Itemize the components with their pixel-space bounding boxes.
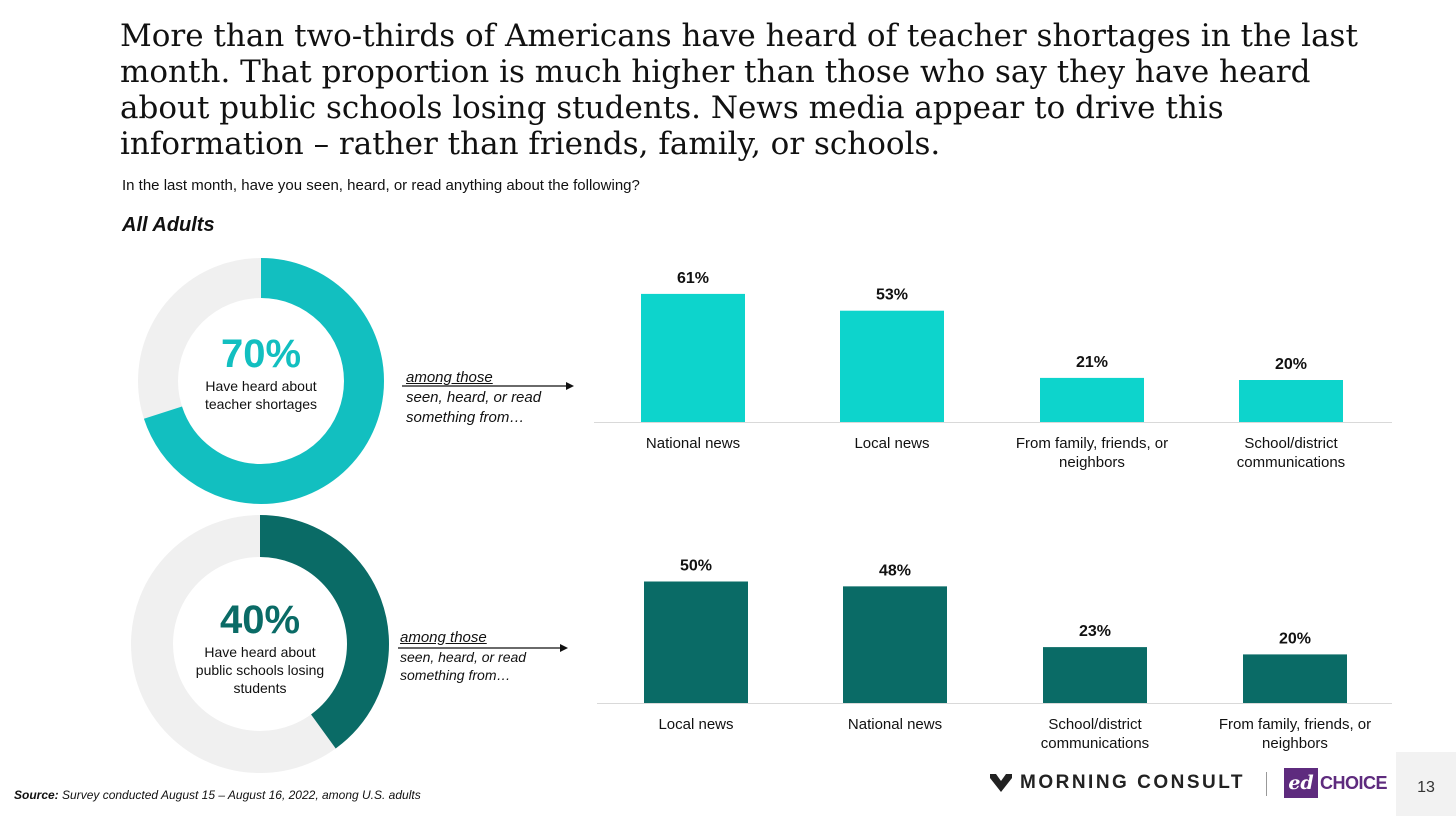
donut-arc [138, 258, 384, 504]
bar-value-label: 61% [677, 270, 709, 287]
donut-label-line: public schools losing [195, 662, 325, 678]
edchoice-logo: ed CHOICE [1284, 768, 1388, 798]
category-label: School/district [1244, 435, 1338, 452]
bar [1043, 647, 1147, 703]
group-label: All Adults [122, 214, 215, 236]
bar [1239, 380, 1343, 422]
bar-value-label: 20% [1279, 630, 1311, 647]
donut-center-text: 40% Have heard about public schools losi… [130, 598, 390, 697]
morning-consult-mark-icon [990, 774, 1012, 792]
bar [1040, 377, 1144, 422]
among-line: among those [400, 629, 487, 646]
slide-headline: More than two-thirds of Americans have h… [120, 18, 1358, 162]
donut-label-line: Have heard about [204, 644, 316, 660]
category-label: communications [1041, 735, 1149, 752]
bar-value-label: 48% [879, 562, 911, 579]
bar [840, 310, 944, 422]
donut-label-line: Have heard about [205, 378, 317, 394]
survey-question: In the last month, have you seen, heard,… [122, 177, 640, 194]
donut-ring-svg [131, 515, 389, 773]
donut-label-line: teacher shortages [204, 396, 318, 412]
donut-label-line: students [233, 680, 287, 696]
category-label: National news [646, 435, 740, 452]
among-line: among those [406, 369, 493, 386]
category-label: School/district [1048, 716, 1142, 733]
category-label: neighbors [1059, 454, 1125, 471]
among-line: seen, heard, or read [406, 389, 542, 406]
category-label: neighbors [1262, 735, 1328, 752]
bar [641, 293, 745, 422]
among-line: seen, heard, or read [400, 649, 527, 665]
category-label: Local news [658, 716, 733, 733]
edchoice-ed-mark: ed [1284, 768, 1318, 798]
category-label: From family, friends, or [1016, 435, 1168, 452]
morning-consult-logo: MORNING CONSULT [990, 772, 1245, 794]
source-note: Source: Survey conducted August 15 – Aug… [14, 788, 421, 802]
among-those-note-2: among those seen, heard, or read somethi… [400, 628, 526, 684]
source-text: Survey conducted August 15 – August 16, … [62, 788, 421, 802]
donut-percentage: 70% [220, 332, 302, 376]
bar [644, 581, 748, 703]
bar-value-label: 20% [1275, 356, 1307, 373]
edchoice-wordmark: CHOICE [1320, 772, 1388, 793]
bar [843, 586, 947, 703]
bar-value-label: 21% [1076, 354, 1108, 371]
category-label: Local news [854, 435, 929, 452]
category-label: communications [1237, 454, 1345, 471]
donut-center-text: 70% Have heard about teacher shortages [136, 332, 386, 413]
donut-teacher-shortages: 70% Have heard about teacher shortages [136, 256, 386, 506]
bar-value-label: 50% [680, 558, 712, 575]
donut-ring-svg [138, 258, 384, 504]
bar-value-label: 23% [1079, 623, 1111, 640]
logo-divider [1266, 772, 1267, 796]
among-those-note-1: among those seen, heard, or read somethi… [406, 368, 541, 428]
bar-value-label: 53% [876, 287, 908, 304]
category-label: National news [848, 716, 942, 733]
among-line: something from… [406, 409, 525, 426]
arrow-right-icon [402, 382, 574, 390]
among-line: something from… [400, 667, 511, 683]
category-label: From family, friends, or [1219, 716, 1371, 733]
bar [1243, 654, 1347, 703]
source-prefix: Source: [14, 788, 59, 802]
donut-schools-losing-students: 40% Have heard about public schools losi… [130, 514, 390, 774]
arrow-right-icon [398, 644, 568, 652]
morning-consult-wordmark: MORNING CONSULT [1020, 772, 1246, 793]
page-number: 13 [1396, 752, 1456, 816]
donut-percentage: 40% [219, 598, 301, 642]
donut-arc [131, 515, 389, 773]
